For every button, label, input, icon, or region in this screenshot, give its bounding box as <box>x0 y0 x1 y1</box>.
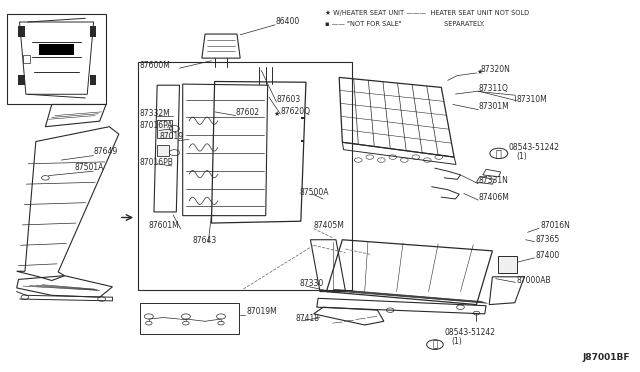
Text: 87406M: 87406M <box>478 193 509 202</box>
Bar <box>301 118 304 119</box>
Text: 87301M: 87301M <box>478 102 509 111</box>
Text: 87405M: 87405M <box>314 221 344 231</box>
Text: 87602: 87602 <box>236 108 260 118</box>
Text: 87501A: 87501A <box>74 163 104 172</box>
Bar <box>140 303 239 334</box>
Text: 87332M: 87332M <box>140 109 171 118</box>
Text: ▪ —— "NOT FOR SALE"                    SEPARATELY.: ▪ —— "NOT FOR SALE" SEPARATELY. <box>325 21 485 27</box>
Bar <box>157 145 170 156</box>
Text: 87311Q: 87311Q <box>478 84 508 93</box>
Bar <box>7 14 106 105</box>
Text: 87310M: 87310M <box>516 95 547 104</box>
Text: 87500A: 87500A <box>300 188 329 197</box>
Text: 87400: 87400 <box>536 251 560 260</box>
Text: 87365: 87365 <box>536 235 560 244</box>
Text: J87001BF: J87001BF <box>582 353 630 362</box>
Text: (1): (1) <box>516 152 527 161</box>
Text: 87016PA: 87016PA <box>140 121 173 131</box>
Text: 87000AB: 87000AB <box>516 276 551 285</box>
Text: ★: ★ <box>476 69 483 75</box>
Text: Ⓢ: Ⓢ <box>496 148 502 158</box>
Bar <box>138 62 352 290</box>
Bar <box>157 120 173 138</box>
Bar <box>19 75 25 85</box>
Bar <box>24 55 29 63</box>
Text: (1): (1) <box>451 337 461 346</box>
Bar <box>38 44 74 55</box>
Text: 86400: 86400 <box>275 17 300 26</box>
Text: Ⓢ: Ⓢ <box>432 340 438 349</box>
Text: ★ W/HEATER SEAT UNIT ———  HEATER SEAT UNIT NOT SOLD: ★ W/HEATER SEAT UNIT ——— HEATER SEAT UNI… <box>325 10 529 16</box>
Bar <box>90 75 96 85</box>
Text: 87620Q: 87620Q <box>280 107 310 116</box>
Text: 87600M: 87600M <box>140 61 171 70</box>
Text: 08543-51242: 08543-51242 <box>508 143 559 152</box>
Text: 87331N: 87331N <box>478 176 508 185</box>
Text: 87016PB: 87016PB <box>140 158 174 167</box>
Text: 87649: 87649 <box>93 147 118 156</box>
Bar <box>19 26 25 37</box>
Text: 87601M: 87601M <box>149 221 180 231</box>
Text: 87320N: 87320N <box>481 65 511 74</box>
Text: 87603: 87603 <box>276 95 301 104</box>
Text: 87019M: 87019M <box>246 307 277 317</box>
Text: 08543-51242: 08543-51242 <box>445 328 495 337</box>
Text: 87643: 87643 <box>192 236 216 245</box>
Bar <box>301 140 304 141</box>
Text: 87019: 87019 <box>159 132 183 141</box>
Text: 87418: 87418 <box>296 314 320 323</box>
Text: 87016N: 87016N <box>540 221 570 231</box>
Bar <box>497 256 516 273</box>
Text: 87330: 87330 <box>300 279 324 288</box>
Bar <box>90 26 96 37</box>
Text: ★: ★ <box>274 110 280 116</box>
